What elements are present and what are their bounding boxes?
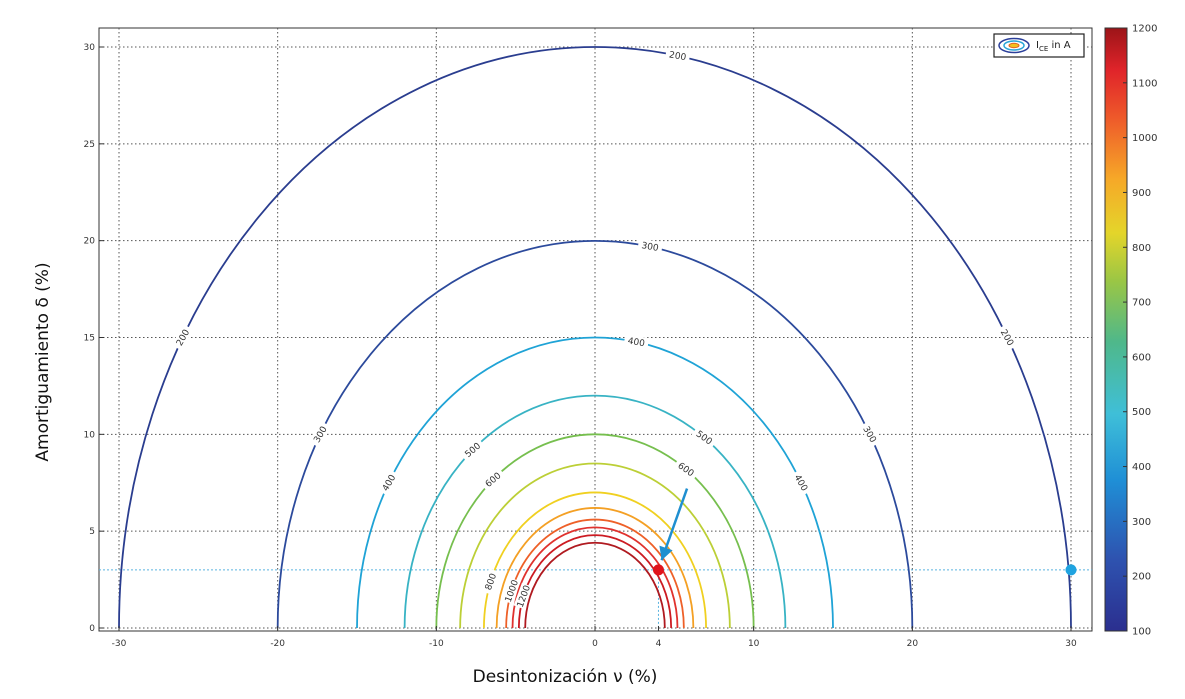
contour-1200 — [524, 542, 666, 629]
contour-600 — [435, 433, 755, 629]
contour-900 — [495, 507, 695, 629]
contour-800 — [483, 491, 707, 629]
contour-label: 400 — [627, 336, 646, 349]
colorbar-gradient — [1104, 27, 1128, 632]
colorbar-tick-label: 400 — [1132, 462, 1151, 473]
y-tick-label: 0 — [89, 624, 95, 634]
x-tick-label: -10 — [429, 639, 444, 649]
colorbar-tick-label: 800 — [1132, 243, 1151, 254]
contour-label-bg — [479, 467, 506, 492]
x-tick-label: 10 — [748, 639, 760, 649]
reference-line — [99, 569, 1092, 631]
arrow-head — [659, 545, 673, 561]
x-axis-title: Desintonización ν (%) — [473, 667, 658, 687]
colorbar-tick-label: 600 — [1132, 352, 1151, 363]
contour-label-bg — [513, 582, 533, 610]
y-tick-label: 10 — [84, 430, 96, 440]
x-tick-label: 4 — [656, 639, 662, 649]
colorbar-tick-label: 1100 — [1132, 78, 1157, 89]
contour-label-bg — [501, 577, 521, 604]
contour-label-bg — [637, 238, 663, 254]
colorbar-ticks: 100 200 300 400 500 600 700 800 900 1000 1100 1200 — [1123, 24, 1157, 638]
contour-label-bg — [996, 324, 1019, 351]
colorbar-tick-label: 100 — [1132, 627, 1151, 638]
y-tick-label: 15 — [84, 334, 95, 344]
contour-700 — [459, 462, 731, 629]
x-tick-label: 0 — [592, 639, 598, 649]
x-tick-label: 30 — [1065, 639, 1077, 649]
contour-label-bg — [308, 420, 331, 448]
y-tick-label: 30 — [84, 43, 96, 53]
colorbar: 100 200 300 400 500 600 700 800 900 1000 1100 1200 — [1104, 24, 1157, 638]
x-tick-label: 20 — [907, 639, 919, 649]
colorbar-tick-label: 1200 — [1132, 24, 1157, 35]
x-axis-ticks: -30 -20 -10 0 4 10 20 30 — [112, 626, 1077, 649]
y-axis-ticks: 0 5 10 15 20 25 30 — [84, 43, 104, 634]
contour-label-bg — [664, 47, 691, 63]
y-axis-title: Amortiguamiento δ (%) — [33, 262, 53, 461]
contour-label-bg — [480, 568, 500, 595]
contour-label-bg — [673, 457, 700, 481]
contour-label-bg — [691, 425, 718, 449]
legend: ICE in A — [993, 33, 1085, 58]
contour-200 — [118, 46, 1072, 629]
contour-label-bg — [859, 420, 882, 448]
x-tick-label: -20 — [270, 639, 285, 649]
y-tick-label: 5 — [89, 527, 95, 537]
contour-label-bg — [171, 324, 194, 351]
legend-label: ICE in A — [1036, 40, 1071, 53]
contour-label-bg — [377, 469, 400, 496]
initial-point — [1065, 564, 1077, 576]
colorbar-tick-label: 300 — [1132, 517, 1151, 528]
data-markers — [652, 488, 1077, 576]
contour-label-bg — [459, 437, 486, 462]
y-tick-label: 20 — [84, 237, 96, 247]
operating-point — [652, 564, 664, 576]
contour-label-bg — [623, 333, 650, 349]
contour-1000 — [505, 518, 685, 629]
colorbar-tick-label: 500 — [1132, 407, 1151, 418]
contour-label: 200 — [668, 50, 687, 63]
contour-label: 300 — [641, 241, 660, 254]
y-tick-label: 25 — [84, 140, 95, 150]
contour-label-bg — [790, 469, 813, 496]
contour-500 — [403, 394, 787, 629]
x-tick-label: -30 — [112, 639, 127, 649]
legend-contour-icon — [998, 37, 1030, 54]
contour-1100 — [511, 526, 679, 629]
colorbar-tick-label: 1000 — [1132, 133, 1157, 144]
colorbar-tick-label: 700 — [1132, 298, 1151, 309]
colorbar-tick-label: 900 — [1132, 188, 1151, 199]
colorbar-tick-label: 200 — [1132, 572, 1151, 583]
